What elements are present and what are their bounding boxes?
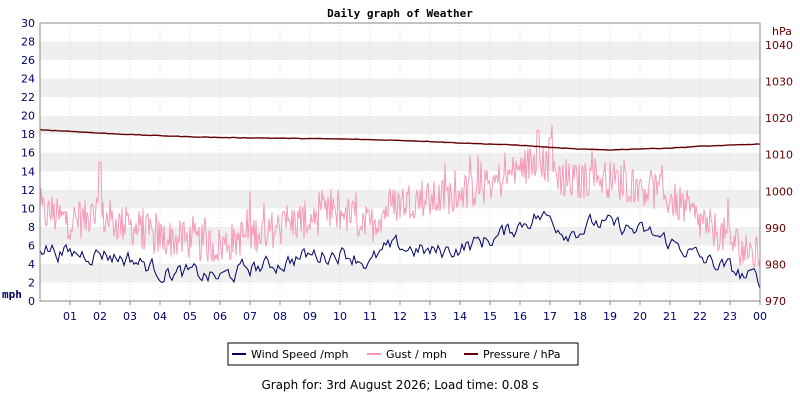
x-tick-label: 20 [633, 310, 647, 323]
left-tick-label: 26 [21, 54, 35, 67]
right-tick-label: 1040 [765, 39, 793, 52]
left-tick-label: 24 [21, 73, 35, 86]
series-pressure-line [39, 128, 761, 151]
x-tick-label: 05 [183, 310, 197, 323]
x-tick-label: 12 [393, 310, 407, 323]
left-axis-unit-label: mph [2, 288, 22, 301]
x-tick-label: 09 [303, 310, 317, 323]
grid-band [40, 189, 760, 209]
legend-label-gust: Gust / mph [386, 348, 447, 361]
x-tick-label: 08 [273, 310, 287, 323]
chart-title: Daily graph of Weather [327, 7, 473, 20]
grid-band [40, 78, 760, 98]
legend: Wind Speed /mph Gust / mph Pressure / hP… [227, 342, 579, 366]
series-gust-line [39, 125, 761, 269]
right-tick-label: 990 [765, 222, 786, 235]
right-tick-label: 1020 [765, 112, 793, 125]
x-tick-label: 23 [723, 310, 737, 323]
left-tick-label: 16 [21, 147, 35, 160]
x-tick-label: 02 [93, 310, 107, 323]
left-tick-label: 8 [28, 221, 35, 234]
x-tick-label: 01 [63, 310, 77, 323]
x-tick-label: 00 [753, 310, 767, 323]
x-tick-label: 22 [693, 310, 707, 323]
footer-text: Graph for: 3rd August 2026; Load time: 0… [261, 378, 539, 392]
x-tick-label: 21 [663, 310, 677, 323]
right-tick-label: 980 [765, 258, 786, 271]
series-wind-speed-line [39, 210, 761, 289]
left-tick-label: 22 [21, 91, 35, 104]
x-tick-label: 14 [453, 310, 467, 323]
series-layer [39, 125, 761, 289]
left-tick-label: 4 [28, 258, 35, 271]
legend-label-wind: Wind Speed /mph [251, 348, 349, 361]
x-tick-label: 10 [333, 310, 347, 323]
x-tick-label: 11 [363, 310, 377, 323]
left-tick-label: 10 [21, 202, 35, 215]
grid-band [40, 263, 760, 283]
left-tick-label: 2 [28, 276, 35, 289]
left-tick-label: 18 [21, 128, 35, 141]
left-tick-label: 28 [21, 36, 35, 49]
legend-label-pressure: Pressure / hPa [483, 348, 561, 361]
x-tick-label: 03 [123, 310, 137, 323]
left-tick-label: 6 [28, 239, 35, 252]
grid-band [40, 115, 760, 135]
right-tick-label: 970 [765, 295, 786, 308]
left-tick-label: 12 [21, 184, 35, 197]
x-tick-label: 07 [243, 310, 257, 323]
x-tick-label: 13 [423, 310, 437, 323]
right-axis-unit-label: hPa [772, 25, 792, 38]
legend-box [227, 342, 579, 366]
right-tick-label: 1000 [765, 185, 793, 198]
left-tick-label: 20 [21, 110, 35, 123]
x-tick-label: 17 [543, 310, 557, 323]
right-tick-label: 1030 [765, 76, 793, 89]
x-tick-label: 19 [603, 310, 617, 323]
x-tick-label: 06 [213, 310, 227, 323]
left-tick-label: 0 [28, 295, 35, 308]
x-tick-label: 16 [513, 310, 527, 323]
right-axis-ticks: 970 980 990 1000 1010 1020 1030 1040 [765, 39, 793, 308]
plot-frame [39, 22, 761, 302]
x-tick-label: 15 [483, 310, 497, 323]
vertical-grid [69, 23, 731, 301]
x-tick-label: 04 [153, 310, 167, 323]
left-tick-label: 14 [21, 165, 35, 178]
left-tick-label: 30 [21, 17, 35, 30]
x-axis-ticks: 01 02 03 04 05 06 07 08 09 10 11 12 13 14 15 16 17 18 19 20… [63, 301, 767, 323]
x-tick-label: 18 [573, 310, 587, 323]
right-tick-label: 1010 [765, 149, 793, 162]
